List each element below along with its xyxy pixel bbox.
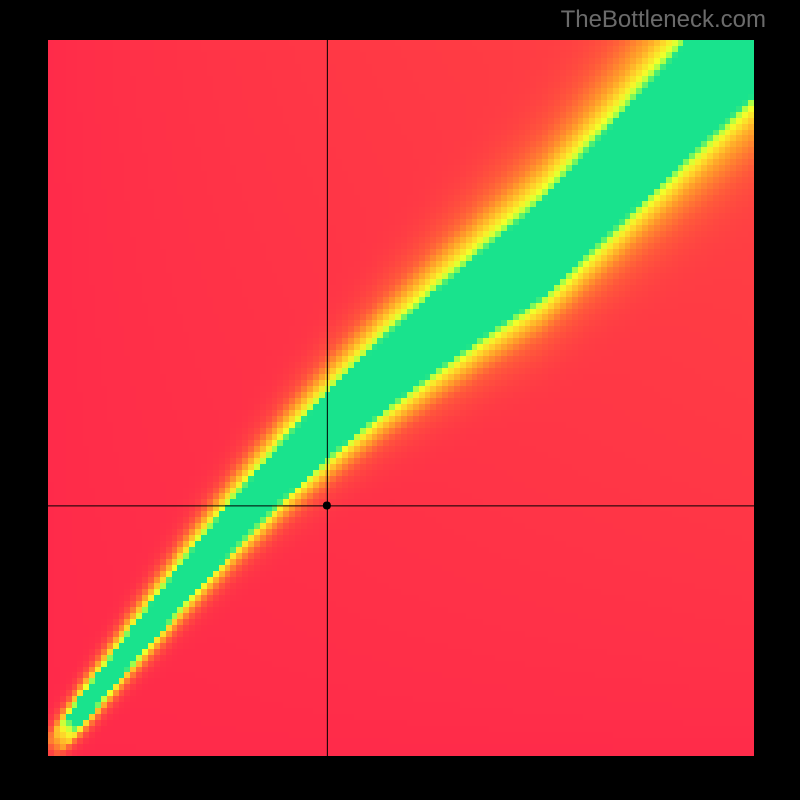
watermark-text: TheBottleneck.com — [561, 6, 766, 34]
chart-container: TheBottleneck.com — [0, 0, 800, 800]
bottleneck-heatmap — [48, 40, 754, 756]
